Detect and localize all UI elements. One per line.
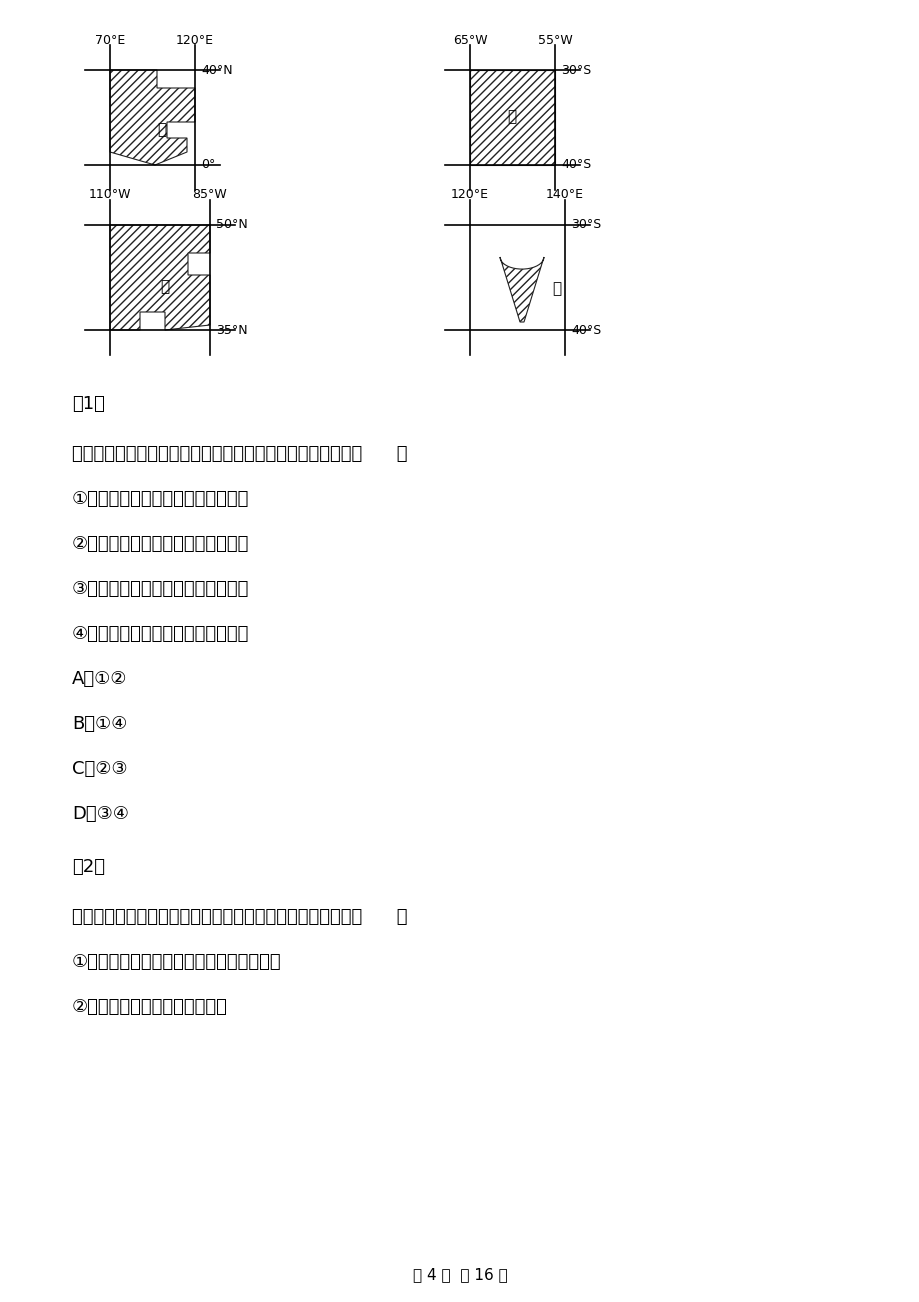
Text: ②乙地区气候湿润，适宜发展种植业: ②乙地区气候湿润，适宜发展种植业	[72, 535, 249, 553]
Polygon shape	[110, 70, 195, 165]
Text: A．①②: A．①②	[72, 671, 127, 687]
Text: 65°W: 65°W	[452, 34, 487, 47]
Text: 120°E: 120°E	[176, 34, 214, 47]
Text: 有关甲、乙、丙、丁四地区农业生产特点的叙述，正确的有（      ）: 有关甲、乙、丙、丁四地区农业生产特点的叙述，正确的有（ ）	[72, 907, 407, 926]
Text: 30°S: 30°S	[561, 64, 591, 77]
Text: （2）: （2）	[72, 858, 105, 876]
Text: B．①④: B．①④	[72, 715, 127, 733]
Text: 110°W: 110°W	[88, 189, 131, 202]
Text: （1）: （1）	[72, 395, 105, 413]
Text: 70°E: 70°E	[95, 34, 125, 47]
Text: 40°N: 40°N	[200, 64, 233, 77]
Polygon shape	[499, 256, 543, 322]
Polygon shape	[110, 225, 210, 329]
Text: 120°E: 120°E	[450, 189, 489, 202]
Text: ④丁地区土地广阔，但灌溉水源不足: ④丁地区土地广阔，但灌溉水源不足	[72, 625, 249, 643]
Text: 85°W: 85°W	[192, 189, 227, 202]
Text: 第 4 页  共 16 页: 第 4 页 共 16 页	[413, 1268, 506, 1282]
Text: 50°N: 50°N	[216, 219, 247, 232]
Polygon shape	[470, 70, 554, 165]
Text: 0°: 0°	[200, 159, 215, 172]
Text: ③丙地区劳动力丰富，水陆交通便利: ③丙地区劳动力丰富，水陆交通便利	[72, 579, 249, 598]
Text: ①甲地区农业生产科技水平低，但商品率高: ①甲地区农业生产科技水平低，但商品率高	[72, 953, 281, 971]
Text: 30°S: 30°S	[571, 219, 601, 232]
Text: 140°E: 140°E	[545, 189, 584, 202]
Text: D．③④: D．③④	[72, 805, 129, 823]
Text: 40°S: 40°S	[561, 159, 591, 172]
Text: 35°N: 35°N	[216, 323, 247, 336]
Text: 有关甲、乙、丙、丁四地区农业生产条件的叙述，正确的有（      ）: 有关甲、乙、丙、丁四地区农业生产条件的叙述，正确的有（ ）	[72, 445, 407, 464]
Text: 55°W: 55°W	[537, 34, 572, 47]
Text: ②乙地区牧场广阔，以牧羊为主: ②乙地区牧场广阔，以牧羊为主	[72, 999, 228, 1016]
Text: 丁: 丁	[551, 281, 561, 297]
Text: 乙: 乙	[507, 109, 516, 125]
Text: 甲: 甲	[157, 122, 166, 138]
Text: 丙: 丙	[160, 280, 169, 294]
Text: C．②③: C．②③	[72, 760, 128, 779]
Text: 40°S: 40°S	[571, 323, 601, 336]
Text: ①甲地区雨热同期，但气象灾害频繁: ①甲地区雨热同期，但气象灾害频繁	[72, 490, 249, 508]
